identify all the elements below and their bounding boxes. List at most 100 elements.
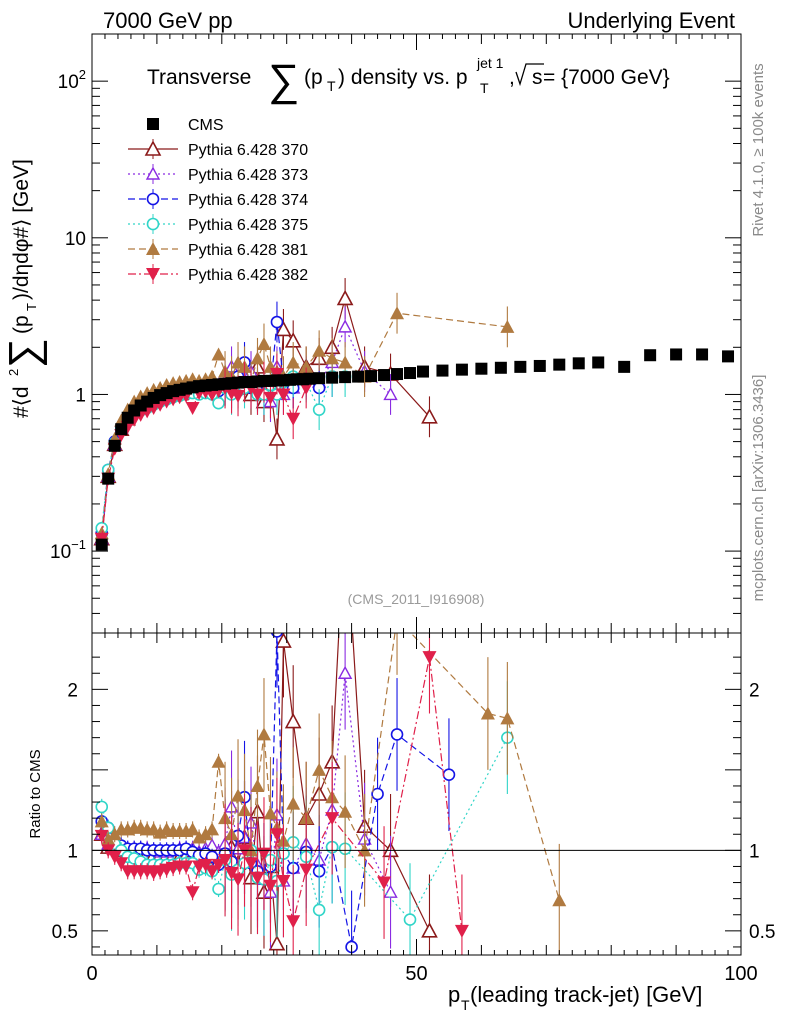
- ratio-point-370: [338, 505, 352, 518]
- ratio-point-374: [390, 728, 404, 741]
- data-point-cms: [108, 439, 121, 452]
- data-point-cms: [365, 370, 378, 383]
- ratio-point-382: [114, 857, 129, 871]
- title-part: s: [532, 66, 543, 89]
- data-point-cms: [115, 423, 128, 436]
- legend-marker-CMS: [147, 118, 159, 130]
- title-part: = {7000 GeV}: [543, 66, 670, 89]
- data-point-cms: [696, 348, 709, 361]
- ylabel-part: 2: [6, 369, 21, 376]
- title-part: ,: [509, 66, 515, 89]
- legend-label-370: Pythia 6.428 370: [188, 142, 308, 159]
- ratio-point-381: [390, 612, 404, 625]
- ratio-point-381: [185, 822, 200, 836]
- ratio-point-381: [94, 814, 109, 828]
- svg-text:,: ,: [509, 66, 515, 89]
- xlabel-part: T: [461, 997, 470, 1013]
- legend-label-375: Pythia 6.428 375: [188, 217, 308, 234]
- legend-label-382: Pythia 6.428 382: [188, 267, 308, 284]
- ratio-y-tick-label-right: 2: [749, 680, 760, 701]
- data-point-373: [337, 319, 353, 333]
- ratio-point-374: [442, 768, 456, 781]
- data-point-cms: [339, 371, 352, 384]
- data-point-382: [185, 401, 200, 415]
- ratio-point-381: [250, 778, 265, 792]
- y-tick-mantissa: 1: [75, 385, 86, 406]
- y-tick-label: 102: [58, 67, 86, 93]
- xlabel-part: (leading track-jet) [GeV]: [470, 982, 702, 1007]
- ratio-point-374: [371, 787, 384, 801]
- y-tick-mantissa: 10: [58, 72, 79, 93]
- ratio-point-381: [211, 754, 226, 768]
- legend-marker-381: [146, 242, 160, 255]
- ratio-point-375: [95, 800, 109, 814]
- data-point-cms: [436, 364, 449, 377]
- ratio-point-381: [552, 893, 567, 907]
- legend-label-374: Pythia 6.428 374: [188, 192, 308, 209]
- ratio-point-381: [338, 804, 353, 818]
- ratio-point-382: [205, 865, 220, 879]
- svg-text:#⟨d: #⟨d: [10, 386, 33, 418]
- data-point-cms: [618, 360, 631, 373]
- ratio-point-375: [403, 913, 417, 926]
- ratio-point-381: [263, 806, 278, 820]
- data-point-cms: [416, 365, 429, 378]
- data-point-381: [338, 355, 353, 369]
- data-point-381: [286, 355, 301, 369]
- header-left: 7000 GeV pp: [103, 8, 233, 33]
- legend: CMS Pythia 6.428 370 Pythia 6.428 373 Pythi…: [128, 117, 308, 284]
- rivet-label: Rivet 4.1.0, ≥ 100k events: [750, 63, 767, 236]
- data-point-375: [212, 396, 225, 410]
- svg-text:Transverse: Transverse: [147, 66, 251, 89]
- data-point-cms: [404, 367, 417, 380]
- legend-label-381: Pythia 6.428 381: [188, 242, 308, 259]
- data-point-cms: [378, 369, 391, 382]
- ratio-point-382: [454, 924, 469, 938]
- ratio-y-tick-label: 0.5: [52, 922, 78, 943]
- legend-marker-375: [146, 217, 160, 231]
- legend-marker-374: [146, 192, 160, 206]
- title-part: T: [327, 78, 336, 94]
- ratio-point-381: [231, 788, 246, 802]
- ratio-point-381: [312, 762, 327, 776]
- data-point-cms: [391, 368, 404, 381]
- ratio-point-382: [263, 879, 278, 893]
- title-part: (p: [304, 66, 323, 89]
- data-point-cms: [475, 362, 488, 375]
- title-part: jet 1: [476, 55, 504, 71]
- ratio-point-382: [179, 860, 194, 874]
- data-point-382: [250, 388, 265, 402]
- x-axis-title: p T (leading track-jet) [GeV]: [448, 982, 702, 1013]
- data-point-cms: [313, 372, 326, 385]
- data-point-370: [336, 289, 354, 306]
- svg-text:)/dηdφ#⟩ [GeV]: )/dηdφ#⟩ [GeV]: [10, 159, 33, 300]
- xlabel-part: p: [448, 982, 460, 1007]
- data-point-cms: [553, 358, 566, 371]
- ratio-point-381: [286, 796, 301, 810]
- ratio-point-382: [276, 874, 291, 888]
- series-line-370: [101, 296, 430, 539]
- data-point-cms: [514, 360, 527, 373]
- y-tick-label: 10−1: [50, 537, 86, 563]
- ratio-point-382: [244, 857, 259, 871]
- ratio-point-382: [231, 873, 246, 887]
- ratio-point-373: [337, 665, 353, 679]
- data-point-381: [500, 319, 515, 333]
- data-point-381: [231, 355, 246, 369]
- title-part: T: [480, 80, 489, 96]
- data-point-375: [312, 403, 326, 416]
- legend-marker-382: [146, 268, 160, 281]
- source-tag: (CMS_2011_I916908): [348, 591, 485, 607]
- data-point-381: [299, 359, 314, 373]
- svg-text:p: p: [448, 982, 460, 1007]
- svg-text:∑: ∑: [0, 338, 47, 368]
- ratio-point-370: [268, 935, 286, 951]
- legend-label-373: Pythia 6.428 373: [188, 167, 308, 184]
- ylabel-part: T: [24, 303, 39, 311]
- ratio-point-382: [286, 915, 301, 929]
- data-point-381: [390, 306, 405, 320]
- ratio-line-375: [101, 737, 508, 921]
- svg-text:T: T: [461, 997, 470, 1013]
- svg-text:) density vs. p: ) density vs. p: [338, 66, 468, 89]
